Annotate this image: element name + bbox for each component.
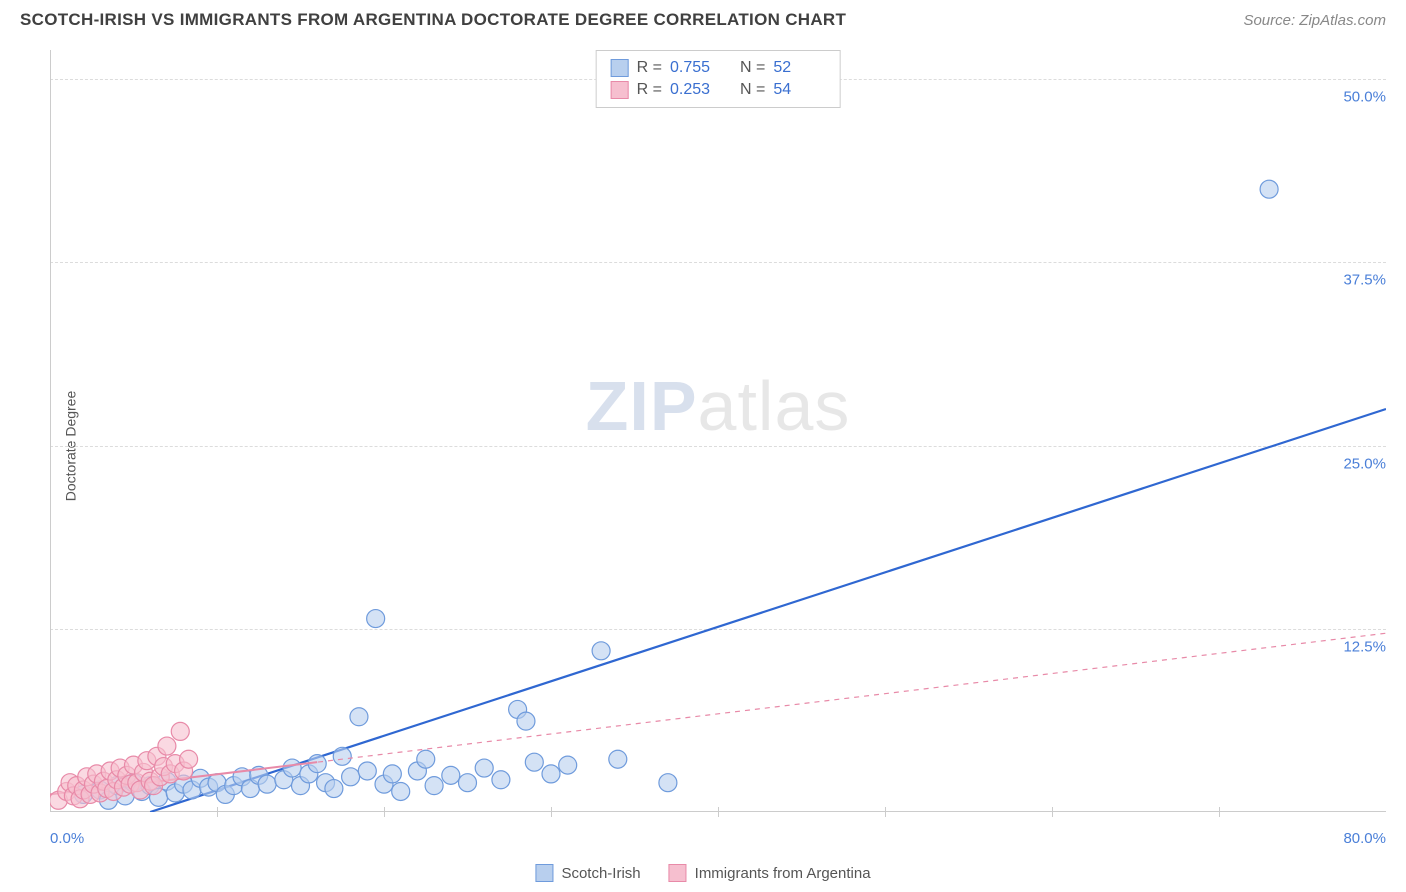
legend-stats: R =0.755N =52R =0.253N =54 bbox=[596, 50, 841, 108]
data-point bbox=[342, 768, 360, 786]
data-point bbox=[383, 765, 401, 783]
scatter-svg bbox=[50, 50, 1386, 812]
legend-swatch bbox=[611, 59, 629, 77]
data-point bbox=[659, 774, 677, 792]
data-point bbox=[592, 642, 610, 660]
data-point bbox=[559, 756, 577, 774]
data-point bbox=[171, 722, 189, 740]
data-point bbox=[525, 753, 543, 771]
data-point bbox=[1260, 180, 1278, 198]
data-point bbox=[492, 771, 510, 789]
chart-title: SCOTCH-IRISH VS IMMIGRANTS FROM ARGENTIN… bbox=[20, 10, 846, 30]
x-tick-label: 0.0% bbox=[50, 830, 84, 847]
data-point bbox=[425, 777, 443, 795]
data-point bbox=[542, 765, 560, 783]
data-point bbox=[367, 610, 385, 628]
data-point bbox=[258, 775, 276, 793]
data-point bbox=[517, 712, 535, 730]
chart-area: Doctorate Degree ZIPatlas 12.5%25.0%37.5… bbox=[50, 50, 1386, 842]
legend-label: Immigrants from Argentina bbox=[695, 865, 871, 882]
data-point bbox=[358, 762, 376, 780]
source-attribution: Source: ZipAtlas.com bbox=[1243, 12, 1386, 29]
legend-swatch bbox=[669, 864, 687, 882]
x-tick-label: 80.0% bbox=[1343, 830, 1386, 847]
legend-stats-row: R =0.253N =54 bbox=[611, 79, 826, 101]
legend-bottom: Scotch-Irish Immigrants from Argentina bbox=[535, 864, 870, 882]
data-point bbox=[325, 780, 343, 798]
legend-item-scotch-irish: Scotch-Irish bbox=[535, 864, 640, 882]
data-point bbox=[158, 737, 176, 755]
data-point bbox=[333, 747, 351, 765]
legend-label: Scotch-Irish bbox=[561, 865, 640, 882]
data-point bbox=[283, 759, 301, 777]
data-point bbox=[459, 774, 477, 792]
data-point bbox=[350, 708, 368, 726]
data-point bbox=[180, 750, 198, 768]
data-point bbox=[392, 782, 410, 800]
plot-region: 12.5%25.0%37.5%50.0%0.0%80.0%R =0.755N =… bbox=[50, 50, 1386, 842]
data-point bbox=[417, 750, 435, 768]
data-point bbox=[609, 750, 627, 768]
data-point bbox=[475, 759, 493, 777]
legend-item-argentina: Immigrants from Argentina bbox=[669, 864, 871, 882]
data-point bbox=[442, 766, 460, 784]
legend-swatch bbox=[535, 864, 553, 882]
legend-swatch bbox=[611, 81, 629, 99]
legend-stats-row: R =0.755N =52 bbox=[611, 57, 826, 79]
